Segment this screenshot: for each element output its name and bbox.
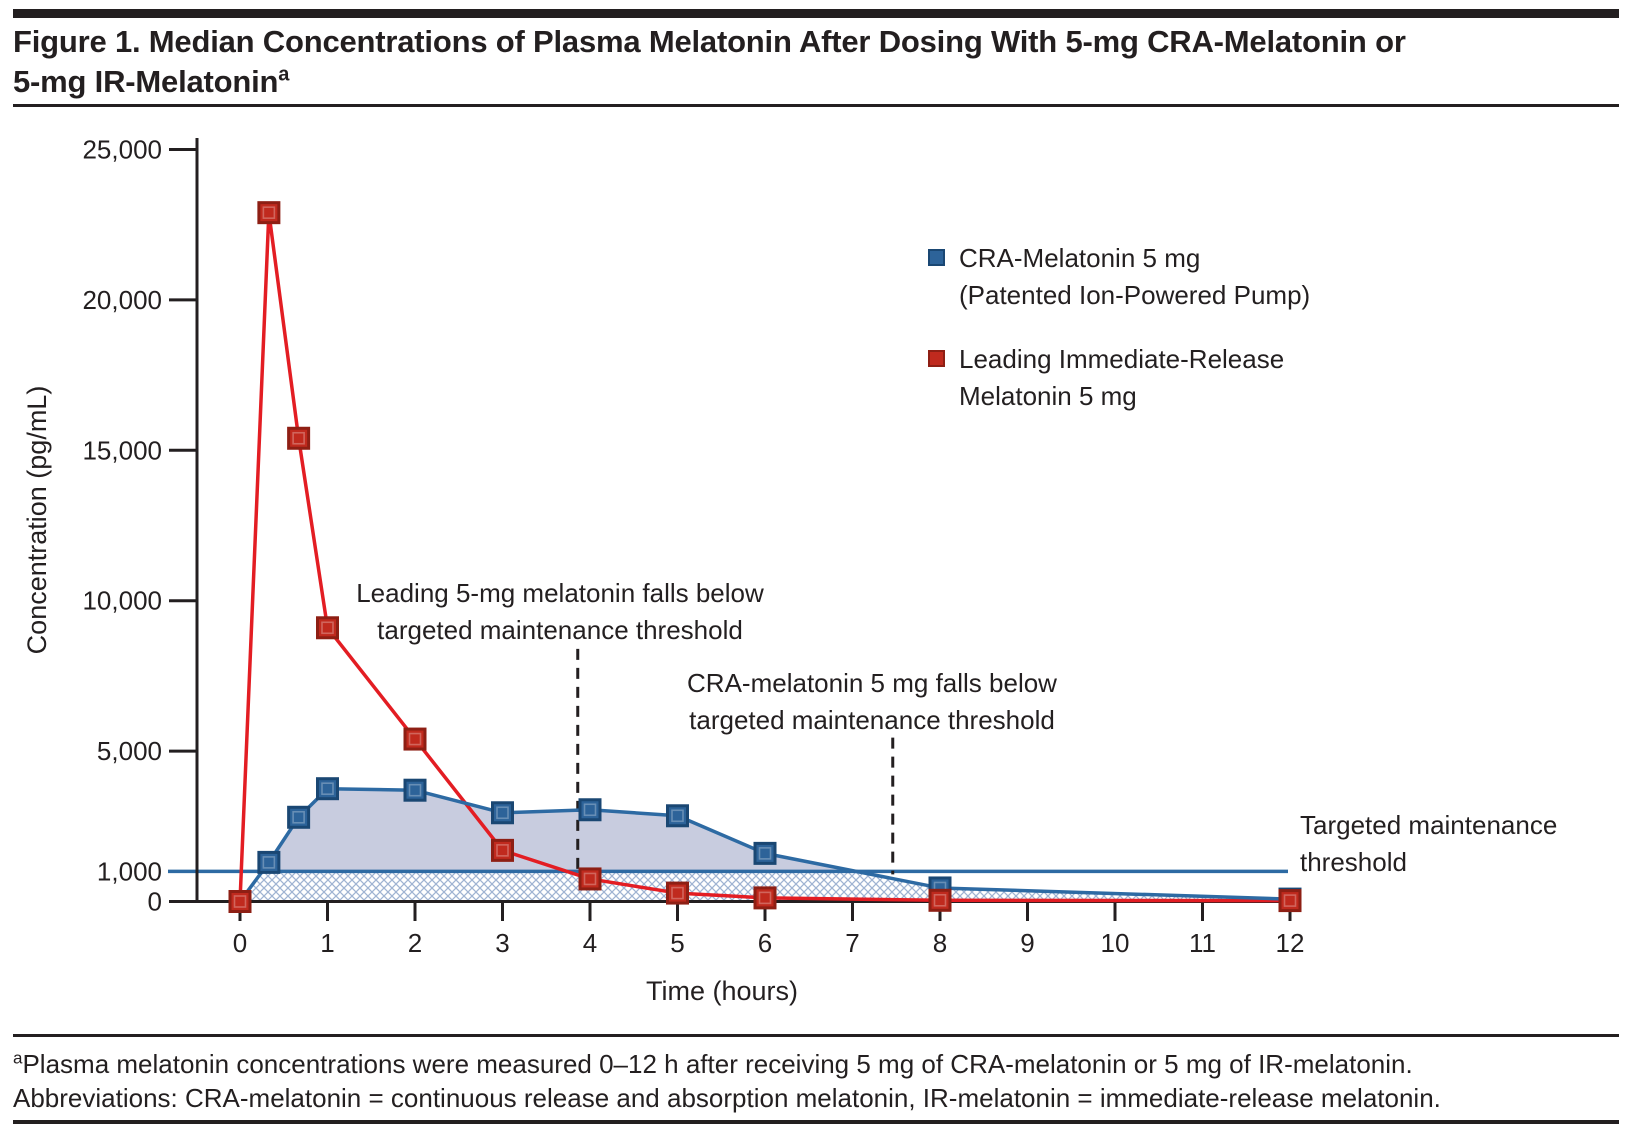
ir-data-point-marker-inner xyxy=(321,621,334,635)
cra-data-point-marker xyxy=(316,777,339,801)
ir-data-point-marker xyxy=(287,426,311,450)
annotation-cra-line1: CRA-melatonin 5 mg falls below xyxy=(687,668,1057,698)
ir-data-point-marker xyxy=(1278,889,1302,913)
ir-data-point-marker-inner xyxy=(496,844,509,857)
y-tick-label: 25,000 xyxy=(82,135,162,165)
legend-cra-line1: CRA-Melatonin 5 mg xyxy=(959,243,1201,273)
x-tick-label: 4 xyxy=(583,928,597,958)
x-tick-label: 5 xyxy=(670,928,684,958)
ir-series-swatch-icon xyxy=(928,350,945,367)
y-axis-title: Concentration (pg/mL) xyxy=(22,386,52,655)
ir-data-point-marker xyxy=(403,727,427,751)
figure-title-line2: 5-mg IR-Melatonina xyxy=(13,62,1623,102)
cra-data-point-marker-inner xyxy=(292,810,305,824)
annotation-ir-line2: targeted maintenance threshold xyxy=(377,615,743,645)
x-tick-label: 12 xyxy=(1276,928,1305,958)
figure-footnote: aPlasma melatonin concentrations were me… xyxy=(13,1047,1623,1115)
x-axis-title: Time (hours) xyxy=(646,976,798,1006)
figure-title: Figure 1. Median Concentrations of Plasm… xyxy=(13,22,1623,102)
legend-ir-line1: Leading Immediate-Release xyxy=(959,344,1285,374)
cra-series-swatch-icon xyxy=(928,249,945,266)
x-tick-label: 9 xyxy=(1020,928,1034,958)
cra-data-point-marker-inner xyxy=(671,809,684,823)
annotation-cra-line2: targeted maintenance threshold xyxy=(689,705,1055,735)
cra-data-point-marker xyxy=(491,801,514,825)
threshold-label-line1: Targeted maintenance xyxy=(1300,810,1558,840)
figure-bottom-rule xyxy=(13,1120,1619,1124)
cra-data-point-marker-inner xyxy=(496,806,509,820)
ir-data-point-marker-inner xyxy=(262,206,276,219)
ir-data-point-marker xyxy=(491,838,514,862)
ir-data-point-marker xyxy=(316,616,339,640)
cra-data-point-marker xyxy=(753,841,777,865)
cra-data-point-marker xyxy=(287,805,311,829)
y-tick-label: 15,000 xyxy=(82,435,162,465)
cra-data-point-marker-inner xyxy=(758,847,772,860)
cra-data-point-marker-inner xyxy=(408,783,422,797)
ir-data-point-marker xyxy=(578,867,602,891)
y-tick-label: 0 xyxy=(148,887,162,917)
x-tick-label: 7 xyxy=(845,928,859,958)
ir-data-point-marker xyxy=(257,201,281,225)
y-tick-label: 1,000 xyxy=(97,856,162,886)
footnote-divider-rule xyxy=(13,1034,1619,1037)
cra-data-point-marker-inner xyxy=(262,856,276,869)
annotation-threshold-label: Targeted maintenance threshold xyxy=(1300,807,1630,881)
figure-top-bar xyxy=(13,9,1619,18)
legend-item-ir: Leading Immediate-Release Melatonin 5 mg xyxy=(928,341,1310,415)
x-tick-label: 11 xyxy=(1189,928,1216,958)
footnote-superscript: a xyxy=(13,1048,23,1068)
x-tick-label: 3 xyxy=(495,928,509,958)
ir-data-point-marker-inner xyxy=(1283,894,1297,907)
x-tick-label: 1 xyxy=(320,928,334,958)
annotation-ir-falls-below: Leading 5-mg melatonin falls below targe… xyxy=(310,575,810,649)
legend-label-cra: CRA-Melatonin 5 mg (Patented Ion-Powered… xyxy=(959,240,1310,314)
figure-title-line1: Figure 1. Median Concentrations of Plasm… xyxy=(13,22,1623,62)
ir-data-point-marker-inner xyxy=(583,872,597,886)
x-tick-label: 6 xyxy=(758,928,772,958)
x-tick-label: 8 xyxy=(933,928,947,958)
ir-data-point-marker xyxy=(666,881,689,905)
legend-ir-line2: Melatonin 5 mg xyxy=(959,381,1137,411)
footnote-text1: Plasma melatonin concentrations were mea… xyxy=(22,1049,1413,1079)
y-tick-label: 10,000 xyxy=(82,586,162,616)
ir-data-point-marker-inner xyxy=(933,893,947,907)
ir-data-point-marker-inner xyxy=(408,732,422,746)
cra-data-point-marker-inner xyxy=(321,782,334,796)
chart-legend: CRA-Melatonin 5 mg (Patented Ion-Powered… xyxy=(928,240,1310,415)
x-tick-label: 2 xyxy=(408,928,422,958)
figure-title-text2: 5-mg IR-Melatonin xyxy=(13,64,279,99)
x-tick-label: 10 xyxy=(1101,928,1130,958)
footnote-line2: Abbreviations: CRA-melatonin = continuou… xyxy=(13,1081,1623,1115)
annotation-ir-line1: Leading 5-mg melatonin falls below xyxy=(356,578,764,608)
y-tick-label: 5,000 xyxy=(97,736,162,766)
ir-data-point-marker xyxy=(928,888,952,912)
ir-data-point-marker-inner xyxy=(758,891,772,905)
annotation-cra-falls-below: CRA-melatonin 5 mg falls below targeted … xyxy=(622,665,1122,739)
cra-data-point-marker-inner xyxy=(583,803,597,817)
ir-data-point-marker xyxy=(228,890,252,913)
ir-data-point-marker-inner xyxy=(671,886,684,900)
legend-item-cra: CRA-Melatonin 5 mg (Patented Ion-Powered… xyxy=(928,240,1310,314)
title-divider-rule xyxy=(13,104,1619,107)
cra-data-point-marker xyxy=(578,798,602,822)
cra-data-point-marker xyxy=(666,804,689,828)
x-tick-label: 0 xyxy=(233,928,247,958)
cra-data-point-marker xyxy=(257,850,281,874)
footnote-text2: Abbreviations: CRA-melatonin = continuou… xyxy=(13,1083,1441,1113)
cra-data-point-marker xyxy=(403,778,427,802)
figure-title-superscript: a xyxy=(278,63,290,86)
y-tick-label: 20,000 xyxy=(82,285,162,315)
footnote-line1: aPlasma melatonin concentrations were me… xyxy=(13,1047,1623,1081)
ir-data-point-marker-inner xyxy=(292,431,305,445)
ir-data-point-marker-inner xyxy=(233,895,247,908)
legend-cra-line2: (Patented Ion-Powered Pump) xyxy=(959,280,1311,310)
legend-label-ir: Leading Immediate-Release Melatonin 5 mg xyxy=(959,341,1284,415)
threshold-label-line2: threshold xyxy=(1300,847,1407,877)
figure-title-text1: Figure 1. Median Concentrations of Plasm… xyxy=(13,24,1406,59)
ir-data-point-marker xyxy=(753,886,777,910)
